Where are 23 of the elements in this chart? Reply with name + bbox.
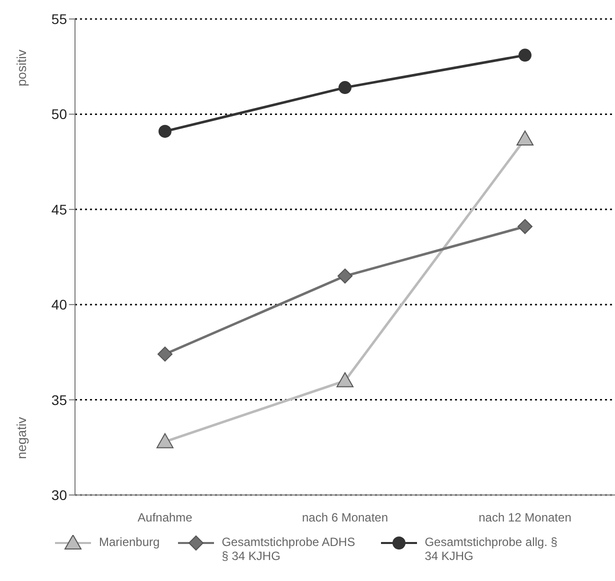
point xyxy=(338,268,352,284)
point xyxy=(518,48,532,62)
point xyxy=(338,81,352,94)
y-tick-label: 30 xyxy=(51,486,68,503)
y-tick-label: 40 xyxy=(51,296,68,313)
x-tick-label: Aufnahme xyxy=(138,510,193,525)
legend-label: Gesamtstichprobe allg. § 34 KJHG xyxy=(424,535,558,563)
x-tick-label: nach 12 Monaten xyxy=(478,510,572,525)
text: positiv xyxy=(14,49,29,86)
text: negativ xyxy=(14,416,29,459)
point xyxy=(336,372,354,388)
point xyxy=(158,346,172,362)
point xyxy=(516,130,534,146)
point xyxy=(518,219,532,234)
legend-label: Marienburg xyxy=(99,535,160,549)
point xyxy=(158,124,172,138)
y-tick-label: 35 xyxy=(51,392,68,408)
x-tick-label: nach 6 Monaten xyxy=(302,510,388,525)
y-tick-label: 50 xyxy=(51,106,68,122)
point xyxy=(156,433,174,448)
legend-label: Gesamtstichprobe ADHS § 34 KJHG xyxy=(222,535,356,563)
y-tick-label: 55 xyxy=(51,10,68,27)
y-tick-label: 45 xyxy=(51,201,68,218)
